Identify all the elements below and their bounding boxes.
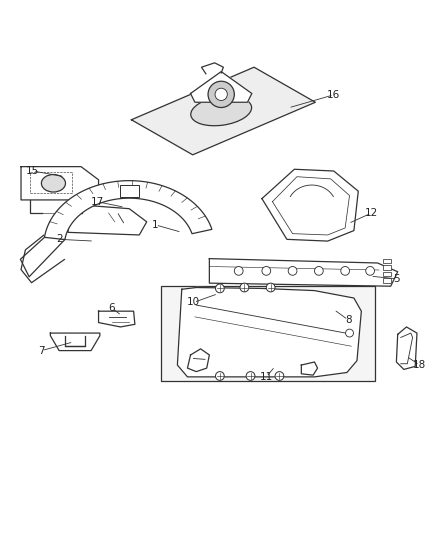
Bar <box>120 185 139 197</box>
Text: 16: 16 <box>327 90 340 100</box>
Circle shape <box>266 283 275 292</box>
Bar <box>383 278 391 282</box>
Circle shape <box>288 266 297 275</box>
Circle shape <box>275 372 284 381</box>
Polygon shape <box>301 362 318 375</box>
Circle shape <box>346 329 353 337</box>
Text: 7: 7 <box>38 345 45 356</box>
Bar <box>383 272 391 276</box>
Circle shape <box>366 266 374 275</box>
Text: 6: 6 <box>108 303 115 313</box>
Polygon shape <box>187 349 209 372</box>
Ellipse shape <box>191 96 251 126</box>
Circle shape <box>215 284 224 293</box>
Circle shape <box>314 266 323 275</box>
Bar <box>161 286 375 381</box>
Circle shape <box>262 266 271 275</box>
Text: 17: 17 <box>91 197 104 207</box>
Polygon shape <box>209 259 398 286</box>
Circle shape <box>215 88 227 101</box>
Polygon shape <box>396 327 417 369</box>
Polygon shape <box>45 181 212 239</box>
Text: 18: 18 <box>413 360 426 370</box>
Text: 5: 5 <box>393 274 400 284</box>
Bar <box>383 265 391 270</box>
Circle shape <box>240 283 249 292</box>
Polygon shape <box>68 204 147 235</box>
Ellipse shape <box>41 174 65 192</box>
Polygon shape <box>262 169 358 241</box>
Polygon shape <box>50 333 100 351</box>
Polygon shape <box>99 311 135 327</box>
Circle shape <box>215 372 224 381</box>
Text: 1: 1 <box>152 220 159 230</box>
Text: 8: 8 <box>345 315 352 325</box>
Text: 15: 15 <box>26 166 39 176</box>
Circle shape <box>208 81 234 108</box>
Text: 2: 2 <box>56 235 63 244</box>
Polygon shape <box>21 167 99 200</box>
Polygon shape <box>191 71 252 102</box>
Text: 10: 10 <box>187 297 200 308</box>
Circle shape <box>234 266 243 275</box>
Text: 12: 12 <box>365 208 378 218</box>
Polygon shape <box>177 287 361 377</box>
Polygon shape <box>131 67 315 155</box>
Text: 11: 11 <box>260 372 273 382</box>
Circle shape <box>341 266 350 275</box>
Circle shape <box>246 372 255 381</box>
Bar <box>383 259 391 263</box>
